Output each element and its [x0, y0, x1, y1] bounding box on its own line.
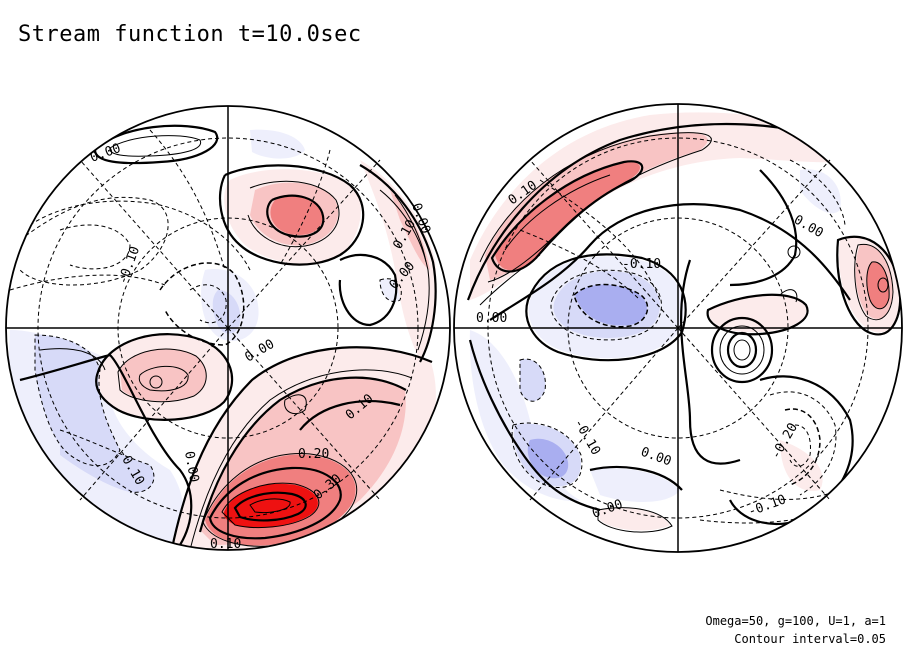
contour-label: 0.00: [639, 445, 674, 470]
positive-region: [120, 348, 207, 402]
parameters-note: Omega=50, g=100, U=1, a=1: [705, 614, 886, 628]
contour-label: -0.10: [622, 257, 661, 272]
negative-region: [527, 438, 569, 479]
positive-region: [360, 160, 437, 360]
negative-region: [469, 330, 580, 501]
positive-region: [270, 196, 323, 236]
negative-region: [590, 468, 680, 502]
right-color-fill: [469, 112, 901, 531]
plot-title: Stream function t=10.0sec: [18, 22, 362, 47]
contour-label: 0.00: [243, 337, 278, 366]
negative-region: [800, 169, 841, 214]
left-axes: [6, 106, 450, 550]
negative-region: [60, 430, 154, 493]
contour-label: 0.00: [476, 311, 507, 326]
contour-label: -0.10: [116, 244, 143, 286]
left-hemisphere: 0.00 -0.10 -0.10 0.00 0.00 0.10 0.00 0.0…: [5, 105, 451, 552]
contour-label: -0.10: [746, 492, 788, 519]
positive-region: [470, 112, 870, 300]
negative-region: [520, 359, 546, 402]
right-contours: [466, 122, 902, 533]
negative-region: [250, 129, 305, 159]
left-hemisphere-outline: [5, 105, 451, 551]
right-hemisphere: 0.10 0.00 -0.10 0.00 -0.10 0.00 -0.20 0.…: [453, 103, 903, 553]
right-hemisphere-outline: [453, 103, 903, 553]
contour-interval-note: Contour interval=0.05: [734, 632, 886, 646]
negative-region: [575, 284, 647, 326]
positive-region: [709, 295, 807, 333]
contour-label: 0.20: [298, 447, 329, 462]
contour-label: 0.00: [181, 450, 201, 483]
contour-label: 0.10: [210, 537, 241, 552]
positive-region: [495, 161, 640, 271]
positive-region: [600, 508, 670, 531]
right-axes: [454, 104, 902, 552]
